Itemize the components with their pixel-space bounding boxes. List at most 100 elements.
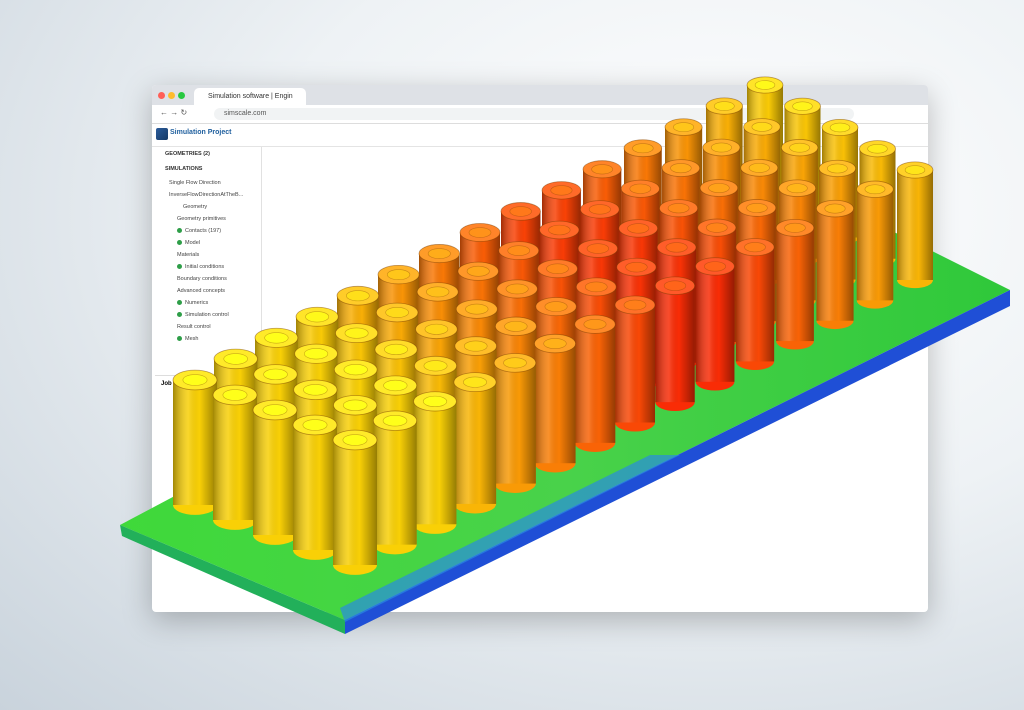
- cylinder-cap: [382, 415, 408, 427]
- cylinder-cap: [746, 202, 768, 213]
- cylinder-cap: [665, 242, 688, 253]
- tree-item[interactable]: Numerics: [177, 300, 208, 306]
- cylinder-cap: [713, 101, 735, 111]
- cylinder-cap: [748, 162, 770, 173]
- cylinder-cap: [673, 122, 695, 133]
- cylinder-cap: [264, 332, 289, 344]
- cylinder-cap: [548, 224, 571, 236]
- cylinder-cap: [864, 184, 886, 195]
- cylinder-cap: [346, 290, 370, 302]
- cylinder-cap: [385, 307, 409, 318]
- cylinder-cap: [263, 368, 288, 381]
- project-title[interactable]: Simulation Project: [170, 129, 232, 136]
- cylinder-cap: [754, 80, 776, 90]
- tree-item[interactable]: Geometry: [183, 204, 208, 210]
- cylinder-cap: [422, 395, 448, 408]
- plate-side: [120, 525, 345, 634]
- cylinder-cap: [586, 243, 609, 254]
- cylinder-cap: [704, 261, 726, 272]
- cylinder-cap: [623, 299, 647, 311]
- tree-item[interactable]: Single Flow Direction: [169, 180, 221, 186]
- tree-item[interactable]: GEOMETRIES (2): [165, 151, 210, 157]
- logo: [156, 128, 168, 140]
- tree-label: Simulation control: [185, 312, 229, 318]
- cylinder-cap: [262, 404, 288, 416]
- cylinder-shade: [293, 425, 337, 550]
- tree-label: Model: [185, 240, 200, 246]
- minimize-button[interactable]: [168, 92, 175, 99]
- cylinder-cap: [550, 185, 573, 196]
- cylinder-cap: [468, 227, 492, 238]
- cylinder-shade: [776, 227, 814, 342]
- cylinder-cap: [544, 301, 568, 312]
- cylinder-cap: [343, 364, 368, 376]
- cylinder-cap: [625, 261, 648, 273]
- app-header: Simulation Project: [152, 124, 928, 147]
- cylinder-cap: [588, 204, 611, 215]
- tree-item[interactable]: Mesh: [177, 336, 198, 342]
- cylinder-shade: [534, 343, 576, 464]
- cylinder-shade: [655, 285, 695, 403]
- cylinder-cap: [509, 206, 532, 217]
- tree-item[interactable]: Model: [177, 240, 200, 246]
- cylinder-cap: [751, 122, 773, 132]
- cylinder-cap: [824, 203, 846, 214]
- plate-edge: [345, 290, 1010, 634]
- cylinder-cap: [463, 340, 488, 352]
- nav-buttons[interactable]: ← → ↻: [160, 108, 188, 117]
- cylinder-cap: [867, 143, 888, 154]
- cylinder-cap: [465, 303, 489, 315]
- cylinder-cap: [302, 419, 328, 431]
- cylinder-shade: [494, 362, 536, 484]
- cylinder-cap: [904, 165, 926, 175]
- cylinder-cap: [222, 389, 248, 401]
- cylinder-cap: [384, 343, 409, 355]
- cylinder-shade: [856, 189, 894, 301]
- cylinder-cap: [423, 360, 448, 372]
- tree-item[interactable]: Geometry primitives: [177, 216, 226, 222]
- tree-item[interactable]: Materials: [177, 252, 200, 258]
- cylinder-cap: [784, 222, 806, 233]
- cylinder-cap: [543, 338, 567, 349]
- tree-item[interactable]: Simulation control: [177, 312, 229, 318]
- cylinder-cap: [789, 142, 811, 153]
- tree-label: Initial conditions: [185, 264, 225, 270]
- cylinder-cap: [705, 222, 728, 233]
- cylinder-cap: [342, 399, 368, 411]
- cylinder-cap: [632, 143, 654, 154]
- tree-item[interactable]: InverseFlowDirectionAtTheB...: [169, 192, 244, 198]
- cylinder-cap: [629, 183, 652, 194]
- tree-item[interactable]: Advanced concepts: [177, 288, 226, 294]
- tree-label: Contacts (197): [185, 228, 222, 234]
- cylinder-cap: [426, 286, 450, 298]
- tree-item[interactable]: Result control: [177, 324, 211, 330]
- tree-item[interactable]: Contacts (197): [177, 228, 221, 234]
- cylinder-cap: [792, 101, 813, 112]
- cylinder-cap: [710, 142, 732, 153]
- address-bar: ← → ↻ simscale.com: [152, 105, 928, 124]
- cylinder-shade: [213, 395, 257, 520]
- cylinder-shade: [695, 266, 735, 382]
- cylinder-cap: [463, 376, 487, 388]
- cylinder-shade: [373, 420, 417, 545]
- browser-tab[interactable]: Simulation software | Engin: [194, 88, 306, 105]
- cooling-channel: [340, 455, 680, 622]
- tree-item[interactable]: SIMULATIONS: [165, 166, 203, 172]
- cylinder-cap: [744, 242, 766, 253]
- cylinder-cap: [303, 348, 329, 360]
- cylinder-shade: [413, 401, 457, 525]
- url-field[interactable]: simscale.com: [214, 108, 854, 120]
- cylinder-shade: [816, 208, 854, 321]
- cylinder-shade: [897, 170, 933, 280]
- cylinder-shade: [735, 247, 775, 362]
- cylinder-cap: [383, 379, 408, 392]
- cylinder-cap: [505, 283, 529, 295]
- tree-item[interactable]: Boundary conditions: [177, 276, 227, 282]
- cylinder-cap: [667, 203, 690, 214]
- close-button[interactable]: [158, 92, 165, 99]
- maximize-button[interactable]: [178, 92, 185, 99]
- tree-item[interactable]: Initial conditions: [177, 264, 224, 270]
- cylinder-shade: [333, 440, 377, 565]
